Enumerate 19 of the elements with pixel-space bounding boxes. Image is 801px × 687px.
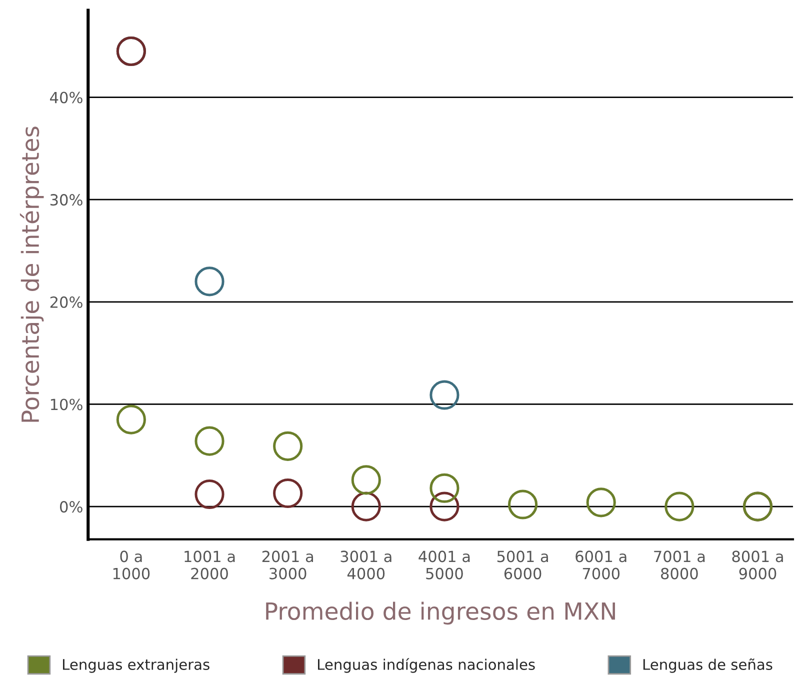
legend-label: Lenguas extranjeras	[63, 658, 210, 673]
x-tick-label: 2001 a 3000	[262, 550, 313, 580]
y-tick-label: 0%	[60, 501, 82, 513]
y-tick-label: 10%	[50, 398, 82, 410]
x-tick-label: 7001 a 8000	[654, 550, 705, 580]
legend-label: Lenguas indígenas nacionales	[318, 658, 535, 673]
y-tick-label: 40%	[50, 92, 82, 104]
legend-label: Lenguas de señas	[643, 658, 772, 673]
x-tick-label: 1001 a 2000	[184, 550, 235, 580]
x-tick-label: 4001 a 5000	[418, 550, 470, 580]
x-axis-title: Promedio de ingresos en MXN	[266, 602, 615, 625]
y-tick-label: 20%	[50, 296, 82, 308]
x-tick-label: 0 a 1000	[113, 550, 150, 580]
y-tick-label: 30%	[50, 194, 82, 206]
x-tick-label: 6001 a 7000	[576, 550, 626, 580]
y-axis-title: Porcentaje de intérpretes	[20, 126, 44, 422]
x-tick-label: 3001 a 4000	[340, 550, 392, 580]
x-tick-label: 8001 a 9000	[732, 550, 783, 580]
x-tick-label: 5001 a 6000	[497, 550, 548, 580]
